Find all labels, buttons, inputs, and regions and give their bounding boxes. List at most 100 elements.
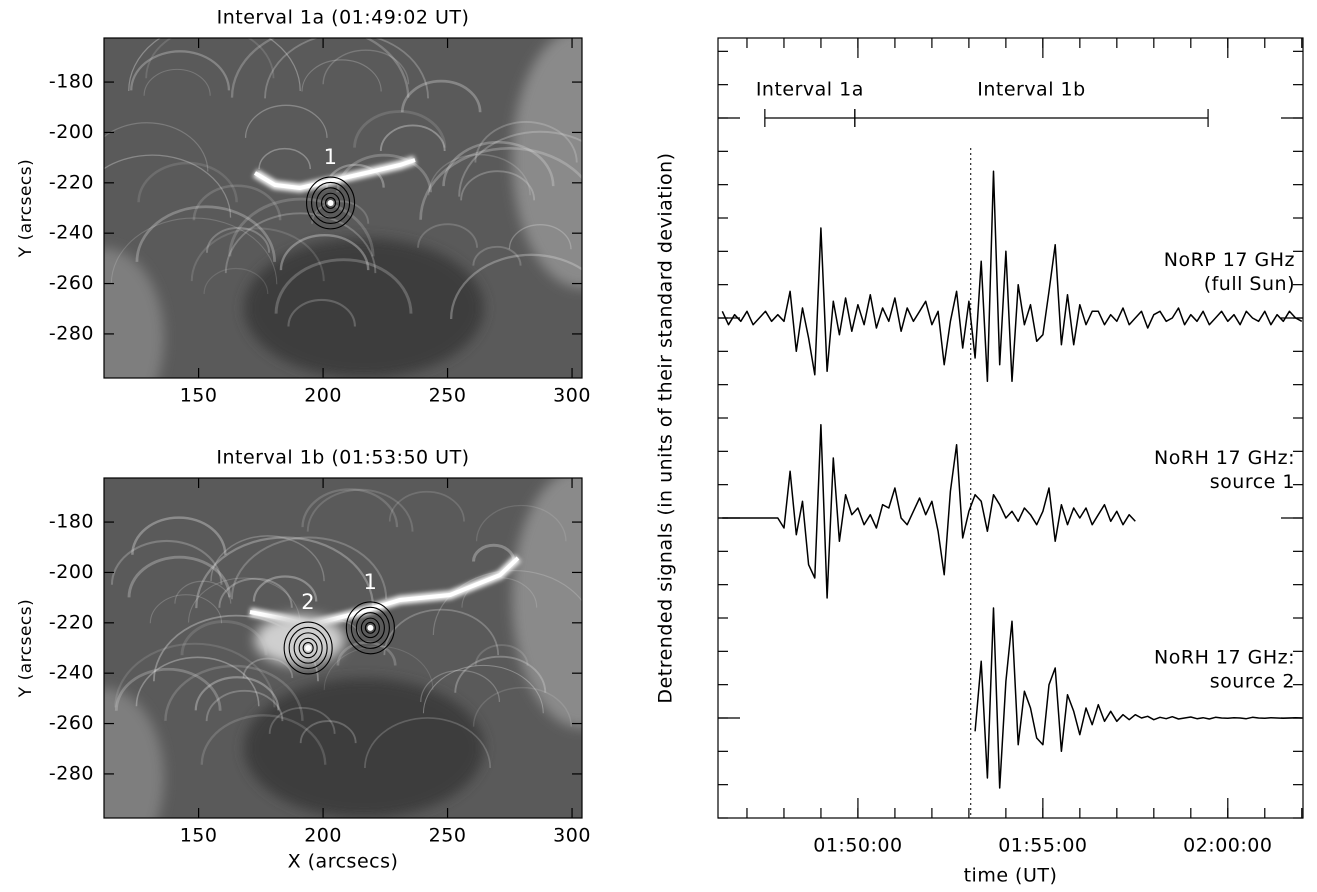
- coronal-loop: [353, 110, 447, 148]
- coronal-loop: [194, 676, 280, 711]
- coronal-loop: [228, 197, 375, 257]
- panel-title: Interval 1b (01:53:50 UT): [216, 447, 469, 469]
- contour: [355, 612, 385, 644]
- coronal-loop: [210, 535, 325, 582]
- coronal-loop: [104, 154, 232, 218]
- coronal-loop: [164, 664, 304, 721]
- coronal-loop: [188, 577, 301, 623]
- euv-image: [104, 478, 582, 818]
- contour: [288, 626, 328, 670]
- signal-line: [722, 423, 1136, 599]
- coronal-loop: [475, 504, 567, 542]
- contour: [311, 181, 351, 225]
- coronal-loop: [420, 670, 501, 703]
- coronal-loop: [224, 212, 377, 274]
- y-tick-label: -280: [49, 762, 94, 784]
- coronal-loop: [135, 656, 260, 707]
- coronal-loop: [419, 147, 582, 220]
- contour: [350, 606, 390, 649]
- x-axis-label: time (UT): [964, 865, 1058, 887]
- x-tick-label: 01:50:00: [813, 835, 902, 857]
- coronal-loop: [242, 657, 294, 679]
- x-tick-label: 200: [304, 385, 342, 407]
- coronal-loop: [252, 575, 318, 602]
- plot-frame: [717, 37, 1304, 819]
- coronal-loop: [474, 121, 578, 163]
- coronal-loop: [442, 140, 555, 187]
- coronal-loop: [279, 234, 370, 271]
- y-tick-label: -180: [49, 71, 94, 93]
- series-label: NoRH 17 GHz:: [1154, 447, 1295, 469]
- coronal-loop: [203, 267, 269, 294]
- limb-glow: [104, 688, 164, 818]
- coronal-loop: [427, 153, 531, 196]
- contour: [321, 192, 341, 214]
- coronal-loop: [379, 124, 446, 152]
- coronal-loop: [306, 488, 414, 532]
- coronal-loop: [264, 38, 429, 99]
- limb-glow: [512, 38, 582, 288]
- euv-image: [104, 38, 582, 378]
- x-tick-label: 300: [553, 825, 591, 847]
- contour: [302, 642, 314, 654]
- coronal-loop: [127, 555, 232, 598]
- coronal-loop: [192, 184, 282, 221]
- x-tick-label: 150: [180, 385, 218, 407]
- coronal-loop: [474, 644, 529, 666]
- coronal-loop: [472, 543, 516, 562]
- coronal-loop: [244, 104, 328, 138]
- y-tick-label: -280: [49, 322, 94, 344]
- coronal-loop: [195, 536, 375, 609]
- contour: [316, 187, 346, 219]
- contour: [360, 617, 380, 639]
- y-tick-label: -200: [49, 561, 94, 583]
- x-tick-label: 200: [304, 825, 342, 847]
- flare-ribbon-core: [253, 158, 416, 191]
- source-label: 1: [324, 145, 338, 169]
- x-tick-label: 02:00:00: [1183, 835, 1272, 857]
- x-axis-label: X (arcsecs): [288, 851, 399, 873]
- limb-glow: [512, 478, 582, 728]
- coronal-loop: [131, 516, 227, 555]
- coronal-loop: [145, 38, 275, 79]
- series-label: source 1: [1210, 471, 1295, 493]
- coronal-loop: [508, 224, 572, 250]
- interval-label: Interval 1a: [756, 79, 864, 101]
- plot-frame: [103, 37, 583, 379]
- y-tick-label: -200: [49, 121, 94, 143]
- coronal-loop: [114, 667, 222, 711]
- y-tick-label: -240: [49, 662, 94, 684]
- coronal-loop: [130, 50, 231, 91]
- y-axis-label: Detrended signals (in units of their sta…: [655, 152, 677, 703]
- x-tick-label: 150: [180, 825, 218, 847]
- coronal-loop: [218, 577, 293, 608]
- dark-region: [244, 238, 484, 378]
- signal-line: [721, 170, 1303, 383]
- coronal-loop: [268, 706, 336, 734]
- source-peak: [327, 199, 334, 206]
- coronal-loop: [230, 38, 410, 98]
- signal-line: [974, 607, 1302, 789]
- coronal-loop: [454, 655, 547, 693]
- coronal-loop: [135, 205, 276, 262]
- limb-glow: [104, 248, 164, 378]
- contour: [325, 197, 337, 209]
- coronal-loop: [460, 170, 536, 201]
- x-tick-label: 300: [553, 385, 591, 407]
- coronal-loop: [322, 49, 410, 85]
- series-label: NoRP 17 GHz: [1164, 249, 1295, 271]
- x-tick-label: 250: [429, 385, 467, 407]
- coronal-loop: [299, 720, 357, 744]
- y-tick-label: -260: [49, 712, 94, 734]
- coronal-loop: [287, 298, 356, 327]
- source-peak: [305, 645, 312, 651]
- coronal-loop: [364, 717, 492, 769]
- coronal-loop: [110, 539, 223, 585]
- y-tick-label: -220: [49, 611, 94, 633]
- coronal-loop: [472, 245, 522, 266]
- coronal-loop: [449, 253, 582, 319]
- coronal-loop: [200, 714, 327, 765]
- coronal-loop: [230, 536, 388, 600]
- contour: [298, 637, 318, 659]
- source-label: 1: [363, 570, 377, 594]
